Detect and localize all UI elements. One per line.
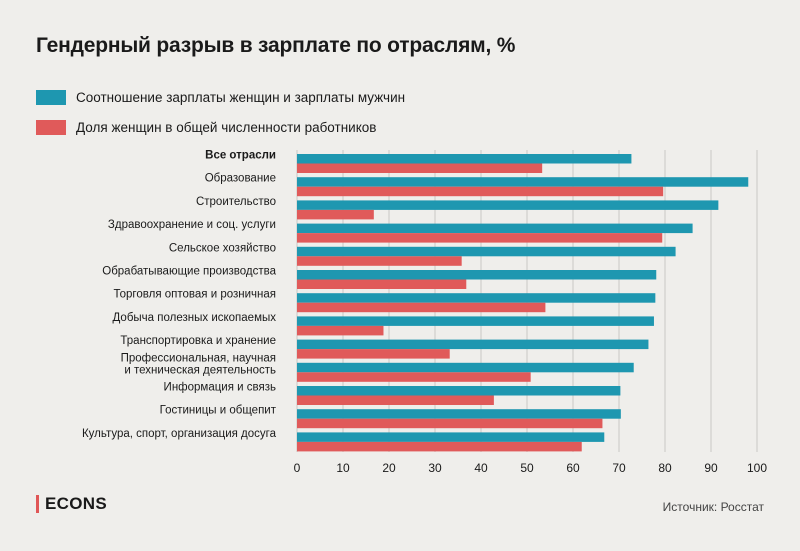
legend-swatch-share	[36, 119, 66, 135]
ratio-bar	[297, 316, 654, 326]
category-label: Сельское хозяйство	[169, 242, 276, 254]
share-bar	[297, 441, 582, 452]
ratio-bar	[297, 154, 632, 164]
category-label: Культура, спорт, организация досуга	[82, 428, 277, 440]
x-tick-label: 40	[474, 461, 488, 475]
category-label-line: Профессиональная, научная	[121, 352, 276, 364]
category-label: Здравоохранение и соц. услуги	[108, 219, 276, 231]
category-label: Информация и связь	[164, 382, 276, 394]
share-bar	[297, 418, 603, 429]
share-bar	[297, 372, 531, 382]
share-bar	[297, 186, 664, 197]
legend-label-share: Доля женщин в общей численности работник…	[76, 119, 377, 135]
share-bar	[297, 325, 384, 336]
share-bar	[297, 395, 494, 405]
ratio-bar	[297, 409, 621, 419]
ratio-bar	[297, 432, 605, 442]
x-tick-label: 20	[382, 461, 396, 475]
source-note: Источник: Росстат	[662, 500, 764, 514]
chart-title: Гендерный разрыв в зарплате по отраслям,…	[36, 34, 516, 57]
category-label: Образование	[205, 173, 276, 185]
x-tick-label: 70	[612, 461, 626, 475]
share-bar	[297, 279, 467, 289]
category-label: Транспортировка и хранение	[120, 335, 276, 347]
x-tick-label: 90	[704, 461, 718, 475]
share-bar	[297, 349, 450, 359]
category-label: Добыча полезных ископаемых	[113, 312, 277, 324]
category-label: Строительство	[196, 196, 276, 208]
share-bar	[297, 302, 546, 313]
share-bar	[297, 256, 462, 266]
x-tick-label: 100	[747, 461, 767, 475]
legend-label-ratio: Соотношение зарплаты женщин и зарплаты м…	[76, 89, 406, 105]
category-label: Гостиницы и общепит	[160, 405, 277, 417]
ratio-bar	[297, 362, 634, 373]
legend-swatch-ratio	[36, 89, 66, 105]
x-tick-label: 10	[336, 461, 350, 475]
x-tick-label: 80	[658, 461, 672, 475]
ratio-bar	[297, 223, 693, 234]
ratio-bar	[297, 200, 719, 210]
brand-name: ECONS	[45, 494, 107, 513]
ratio-bar	[297, 386, 621, 396]
x-tick-label: 0	[294, 461, 301, 475]
ratio-bar	[297, 246, 676, 257]
ratio-bar	[297, 339, 649, 350]
ratio-bar	[297, 270, 657, 280]
x-tick-label: 30	[428, 461, 442, 475]
brand-bar-icon	[36, 495, 39, 513]
category-label: Все отрасли	[205, 150, 276, 162]
legend-item-share: Доля женщин в общей численности работник…	[36, 118, 405, 136]
category-label: Торговля оптовая и розничная	[114, 289, 276, 301]
share-bar	[297, 233, 663, 243]
brand-logo: ECONS	[36, 494, 107, 514]
category-label: Профессиональная, научная и техническая д…	[121, 352, 276, 376]
share-bar	[297, 163, 543, 173]
ratio-bar	[297, 293, 656, 303]
share-bar	[297, 209, 374, 220]
legend-item-ratio: Соотношение зарплаты женщин и зарплаты м…	[36, 88, 405, 106]
x-tick-label: 60	[566, 461, 580, 475]
category-label-line: и техническая деятельность	[124, 364, 276, 376]
category-label: Обрабатывающие производства	[102, 266, 276, 278]
ratio-bar	[297, 177, 749, 187]
x-tick-label: 50	[520, 461, 534, 475]
legend: Соотношение зарплаты женщин и зарплаты м…	[36, 88, 405, 148]
